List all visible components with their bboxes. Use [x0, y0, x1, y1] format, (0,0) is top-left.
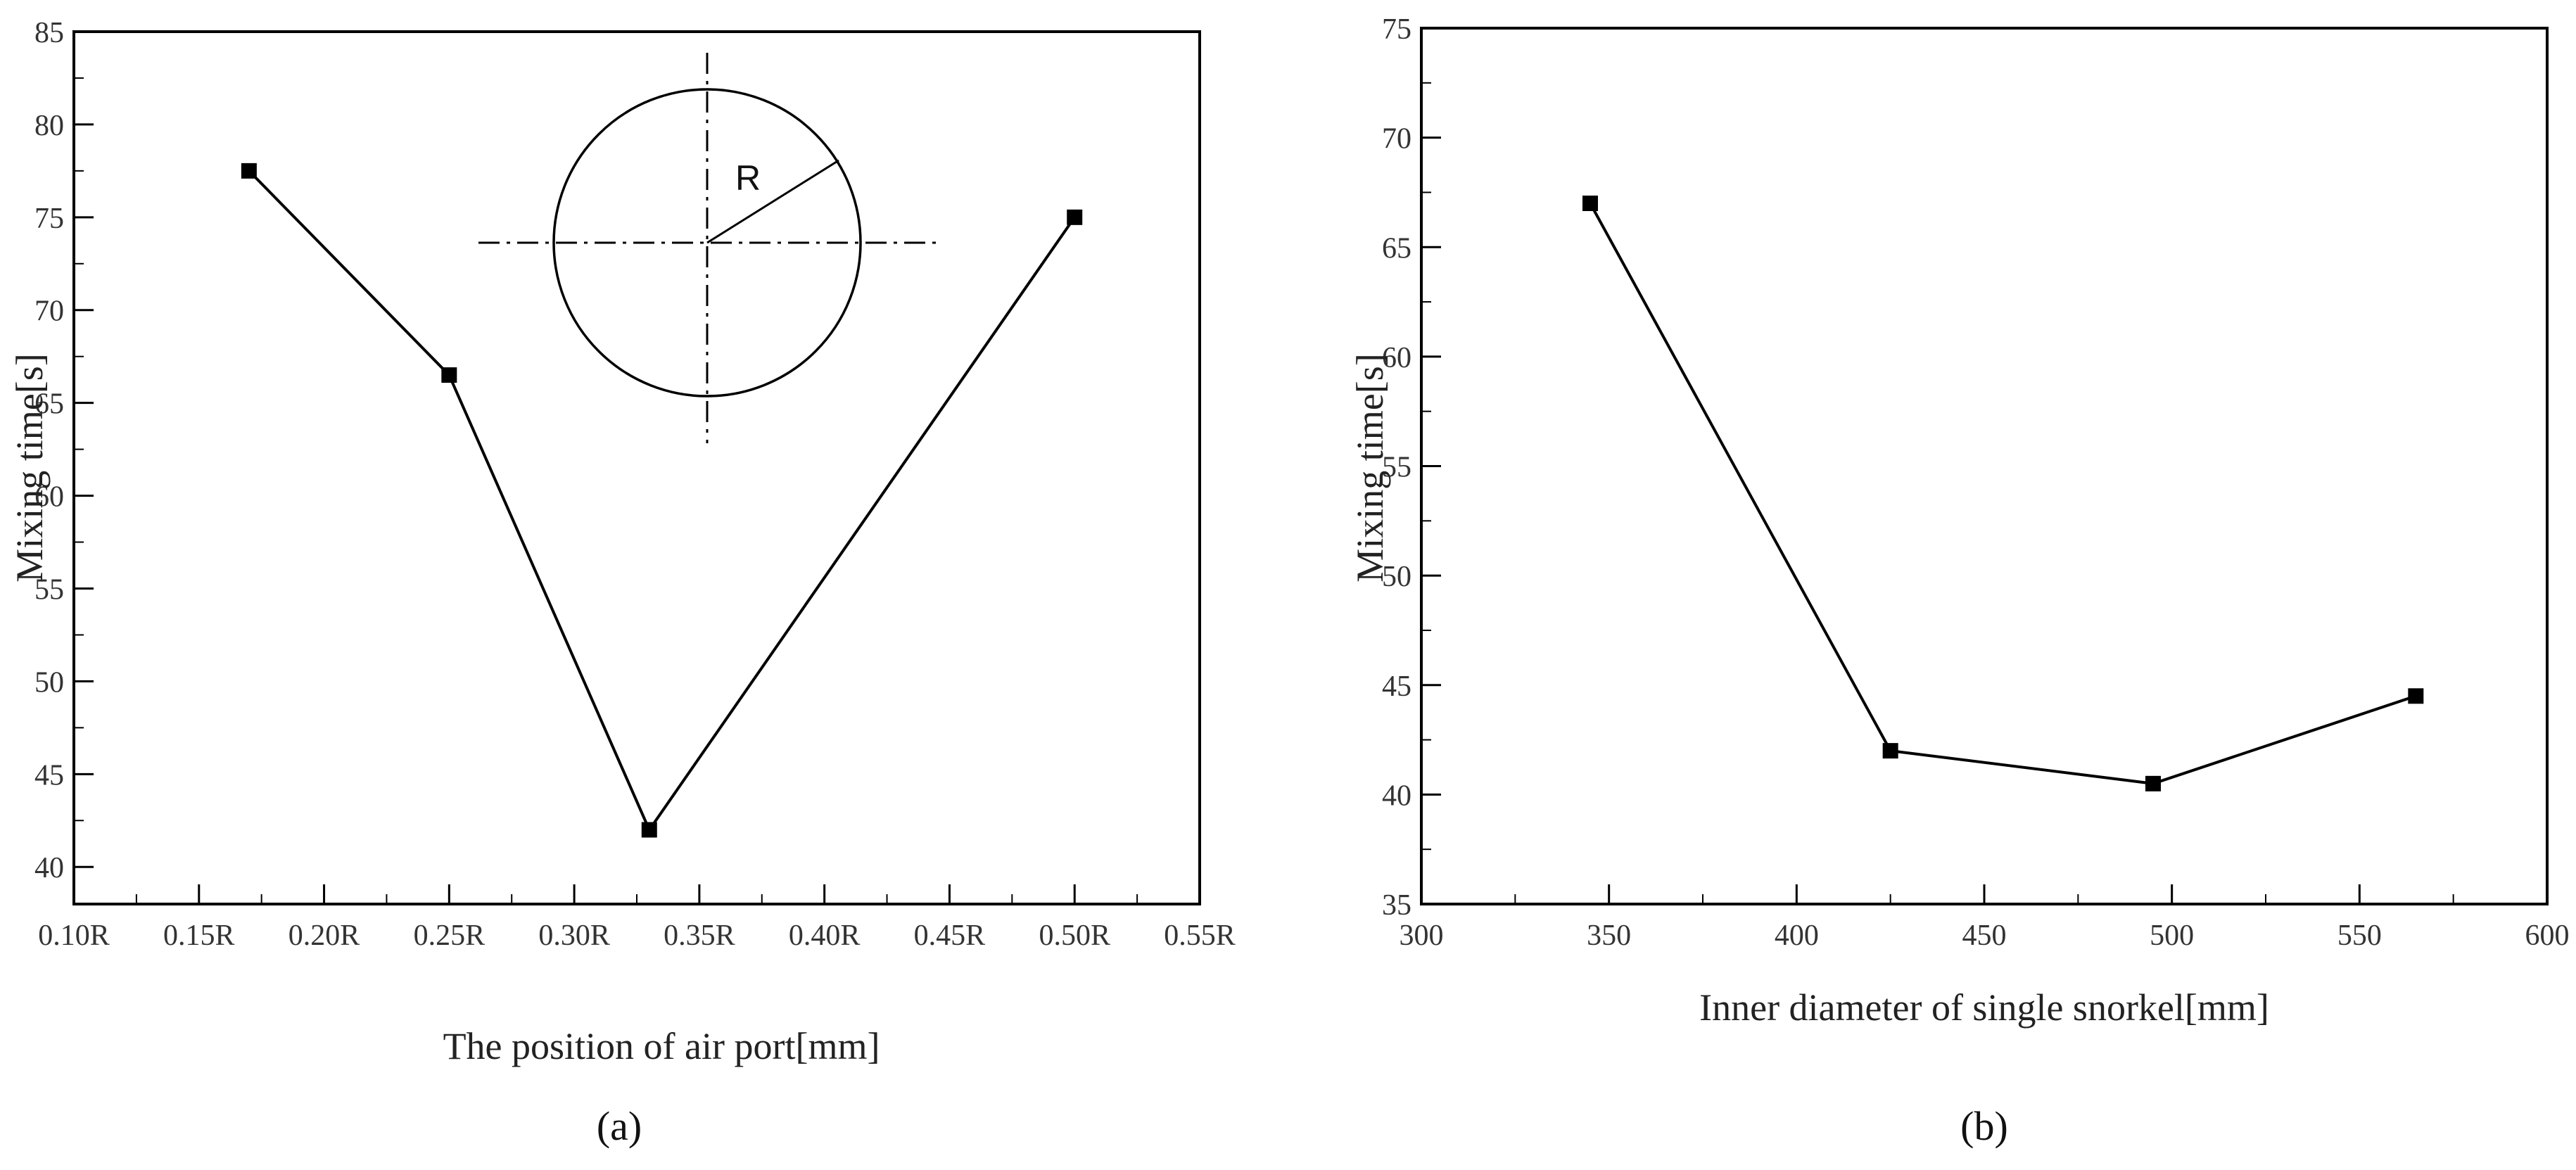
series-line-b — [1589, 203, 2416, 785]
x-tick-label: 0.55R — [1164, 920, 1236, 952]
data-point — [241, 163, 257, 179]
y-tick-label: 70 — [34, 295, 64, 328]
x-tick-label: 300 — [1400, 920, 1444, 952]
x-tick-label: 400 — [1775, 920, 1819, 952]
y-tick-label: 65 — [34, 388, 64, 421]
y-ticks-a: 40 45 50 55 60 65 70 75 80 85 — [34, 17, 94, 884]
plot-frame-b — [1420, 27, 2549, 905]
y-tick-label: 40 — [1382, 780, 1411, 812]
series-points-a — [241, 163, 1083, 838]
x-tick-label: 0.50R — [1039, 920, 1110, 952]
x-tick-label: 0.10R — [38, 920, 110, 952]
y-tick-label: 50 — [1382, 561, 1411, 593]
x-tick-label: 0.30R — [538, 920, 610, 952]
y-tick-label: 55 — [1382, 452, 1411, 484]
data-point — [441, 367, 457, 383]
y-tick-label: 35 — [1382, 889, 1411, 922]
x-tick-label: 0.40R — [789, 920, 861, 952]
y-tick-label: 50 — [34, 666, 64, 699]
y-axis-label-b: Mixing time[s] — [1349, 353, 1391, 582]
x-tick-label: 600 — [2525, 920, 2570, 952]
series-line-a — [248, 170, 1076, 833]
plot-frame-a — [72, 30, 1201, 905]
x-ticks-a: 0.10R 0.15R 0.20R 0.25R 0.30R 0.35R 0.40R 0.45R… — [38, 884, 1236, 952]
y-tick-label: 45 — [34, 759, 64, 791]
y-tick-label: 60 — [34, 481, 64, 514]
x-tick-label: 350 — [1587, 920, 1631, 952]
inset-radius-label: R — [735, 158, 761, 198]
data-point — [1882, 743, 1898, 759]
x-axis-label-b: Inner diameter of single snorkel[mm] — [1699, 986, 2269, 1029]
x-tick-label: 500 — [2150, 920, 2194, 952]
y-tick-label: 70 — [1382, 123, 1411, 155]
y-tick-label: 75 — [1382, 13, 1411, 46]
y-ticks-b: 35 40 45 50 55 60 65 70 75 — [1382, 13, 1441, 922]
y-tick-label: 80 — [34, 110, 64, 142]
data-point — [1067, 209, 1083, 225]
x-tick-label: 0.20R — [288, 920, 360, 952]
y-tick-label: 45 — [1382, 670, 1411, 703]
y-tick-label: 40 — [34, 852, 64, 884]
chart-b: 35 40 45 50 55 60 65 70 75 300 350 400 450 500 550 600… — [1349, 13, 2570, 1149]
chart-a: 40 45 50 55 60 65 70 75 80 85 0.10R 0.15R 0.20R 0.25… — [8, 17, 1236, 1149]
y-tick-label: 65 — [1382, 232, 1411, 265]
data-point — [641, 822, 657, 838]
data-point — [1582, 196, 1598, 211]
x-tick-label: 0.25R — [414, 920, 486, 952]
x-tick-label: 0.35R — [664, 920, 735, 952]
y-tick-label: 85 — [34, 17, 64, 49]
y-axis-label-a: Mixing time[s] — [8, 353, 51, 582]
x-tick-label: 450 — [1962, 920, 2007, 952]
inset-circle-diagram: R — [478, 53, 936, 443]
data-point — [2408, 688, 2424, 704]
x-ticks-b: 300 350 400 450 500 550 600 — [1400, 884, 2570, 952]
inset-circle — [552, 88, 862, 398]
x-axis-label-a: The position of air port[mm] — [443, 1025, 880, 1067]
x-tick-label: 0.15R — [163, 920, 235, 952]
series-points-b — [1582, 196, 2424, 791]
data-point — [2145, 775, 2161, 791]
panel-label-b: (b) — [1960, 1103, 2008, 1149]
y-tick-label: 75 — [34, 203, 64, 235]
x-tick-label: 0.45R — [914, 920, 986, 952]
panel-label-a: (a) — [597, 1103, 642, 1149]
inset-radius-line — [706, 159, 839, 244]
y-tick-label: 60 — [1382, 342, 1411, 374]
y-tick-label: 55 — [34, 573, 64, 606]
x-tick-label: 550 — [2337, 920, 2382, 952]
